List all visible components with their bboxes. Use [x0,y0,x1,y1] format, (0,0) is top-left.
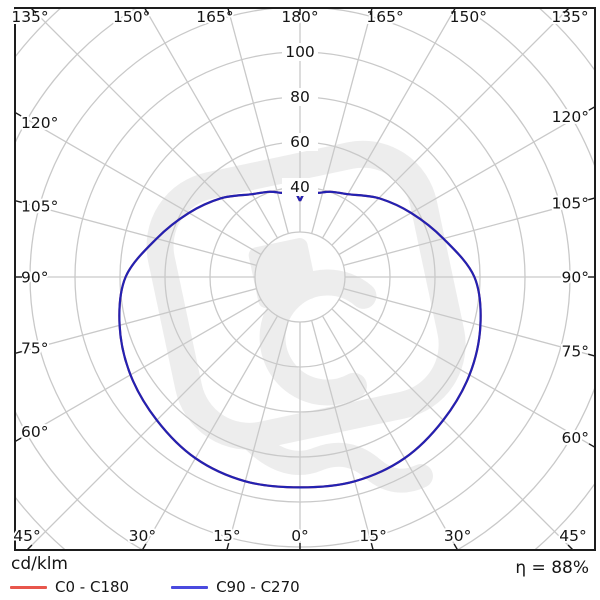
curve-c90-c270 [118,190,482,489]
frame-tick [370,543,374,551]
angle-label-165-right: 165° [366,8,403,26]
grid-ray [227,9,289,234]
grid-ray [226,320,289,549]
grid-ray [311,320,374,549]
legend-line-blue [171,585,209,589]
grid-ray [16,288,257,354]
radial-label-bg [282,43,318,61]
polar-chart-area: 0° 15° 15° 30° 30° 45° 45° 60° 60° 75° 75° 90° 90° 10… [9,6,596,551]
legend-item-c90-c270: C90 - C270 [171,578,300,596]
radial-label-100: 100 [285,43,315,61]
frame-tick [141,543,147,551]
radial-label-bg [282,133,318,151]
legend-label-c90-c270: C90 - C270 [216,578,300,596]
frame-tick [226,543,230,551]
curves [118,190,482,489]
watermark-hook [259,269,377,406]
frame-tick [567,544,574,551]
angle-label-45-left: 45° [13,527,40,545]
radial-labels: 40 60 80 100 [282,43,318,196]
polar-photometric-chart: 0° 15° 15° 30° 30° 45° 45° 60° 60° 75° 75° 90° 90° 10… [9,6,596,551]
radial-label-bg [282,88,318,106]
grid-ray [331,9,569,246]
grid-ray [331,308,573,549]
angle-label-60-left: 60° [21,423,48,441]
frame-tick [14,199,22,204]
angle-label-150-right: 150° [450,8,487,26]
angle-label-60-right: 60° [562,429,589,447]
angle-labels: 0° 15° 15° 30° 30° 45° 45° 60° 60° 75° 75° 90° 90° 10… [9,6,591,547]
watermark-logo [146,140,466,493]
angle-label-90-left: 90° [21,269,48,287]
frame-tick [588,197,596,201]
grid-ray [311,9,373,234]
frame-tick [14,350,22,355]
grid-ray [338,106,594,256]
watermark-wave [243,430,433,493]
frame-tick [144,7,149,15]
angle-label-30-left: 30° [129,527,156,545]
angle-label-75-right: 75° [562,342,589,360]
angle-label-135-right: 135° [551,8,588,26]
frame-tick [563,7,570,14]
grid-ray [343,288,594,357]
angle-label-105-left: 105° [21,197,58,215]
angle-label-30-right: 30° [444,527,471,545]
frame-tick [26,544,33,551]
frame-tick [369,7,373,15]
unit-label: cd/klm [11,554,68,574]
angle-label-15-left: 15° [213,527,240,545]
angle-label-105-right: 105° [552,195,589,213]
watermark-ring [146,140,466,450]
angle-label-90-right: 90° [562,269,589,287]
frame-tick [14,437,22,443]
grid-ray [27,308,269,549]
frame-tick [453,543,459,551]
angle-label-120-right: 120° [552,108,589,126]
angle-label-120-left: 120° [21,114,58,132]
frame-tick [588,353,596,357]
legend-line-red [10,585,47,589]
angle-label-150-left: 150° [113,8,150,26]
angle-label-180-right: 180° [281,8,318,26]
grid-ray [142,315,279,549]
grid-ray [343,197,594,266]
chart-frame [14,7,596,551]
frame-tick [588,443,596,448]
efficiency-value: η = 88% [515,558,589,578]
legend: C0 - C180 C90 - C270 [10,578,300,596]
frame-tick [588,106,596,111]
angle-label-0-right: 0° [291,527,309,545]
frame-tick [451,7,456,15]
angle-label-165-left: 165° [196,8,233,26]
grid-ray [16,112,262,256]
legend-label-c0-c180: C0 - C180 [55,578,130,596]
grid-ray [144,9,279,239]
angle-label-75-left: 75° [21,340,48,358]
chart-footer: cd/klm C0 - C180 C90 - C270 η = 88% [0,552,600,600]
legend-item-c0-c180: C0 - C180 [10,578,129,596]
angle-label-15-right: 15° [359,527,386,545]
frame-tick [14,111,22,117]
angle-label-135-left: 135° [11,8,48,26]
frame-tick [227,7,231,15]
angle-label-45-right: 45° [559,527,586,545]
grid-ray [16,200,257,266]
grid-ray [31,9,269,246]
radial-label-60: 60 [290,133,310,151]
frame-tick [30,7,37,14]
grid-ray [321,9,456,239]
frame-ticks [14,7,596,551]
radial-label-80: 80 [290,88,310,106]
grid-ray [321,315,458,549]
radial-label-bg [282,178,318,196]
grid-ray [16,298,262,442]
grid-ray [338,298,594,448]
radial-label-40: 40 [290,178,310,196]
watermark-ring-group [146,140,466,450]
